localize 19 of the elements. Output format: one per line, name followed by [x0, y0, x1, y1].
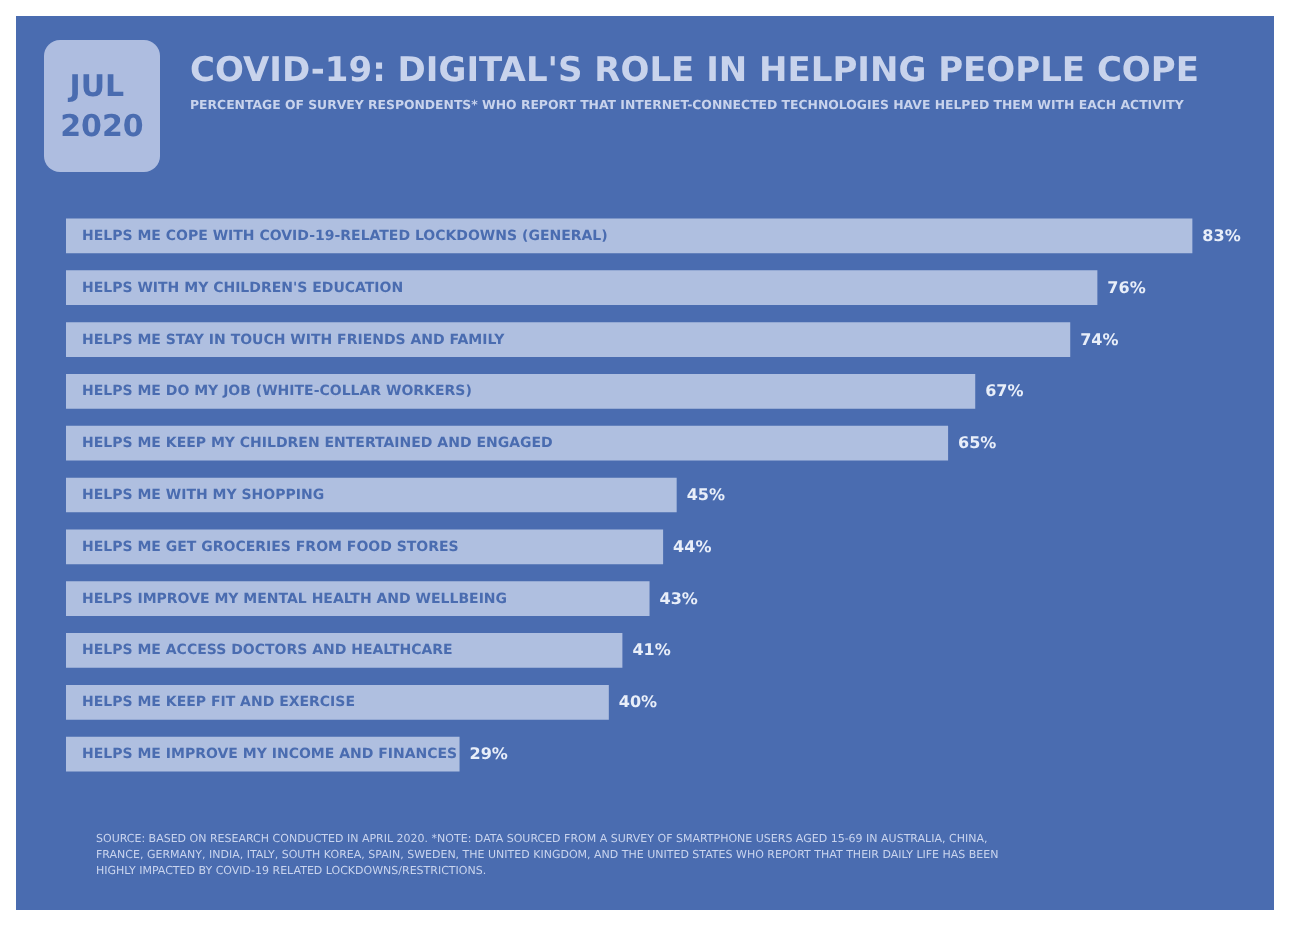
data-label: 74%: [1080, 330, 1119, 349]
data-label: 67%: [985, 382, 1024, 401]
bar: [66, 477, 677, 513]
text: JUL 2020: [60, 68, 144, 144]
data-label: 76%: [1107, 278, 1146, 297]
bar: [66, 374, 976, 409]
data-label: 44%: [673, 537, 712, 556]
data-label: 40%: [618, 693, 658, 712]
data-label: 43%: [659, 589, 698, 608]
bar: [66, 684, 609, 720]
data-label: 83%: [1202, 226, 1241, 245]
data-label: 45%: [686, 486, 725, 504]
data-label: 65%: [958, 434, 997, 453]
chart-title: COVID-19: DIGITAL'S ROLE IN HELPING PEOPLE COPE: [190, 51, 1199, 91]
bar: [66, 425, 949, 461]
bar: [66, 322, 1071, 357]
data-label: 29%: [469, 745, 508, 764]
bar: [66, 270, 1098, 306]
data-label: 41%: [632, 641, 671, 660]
